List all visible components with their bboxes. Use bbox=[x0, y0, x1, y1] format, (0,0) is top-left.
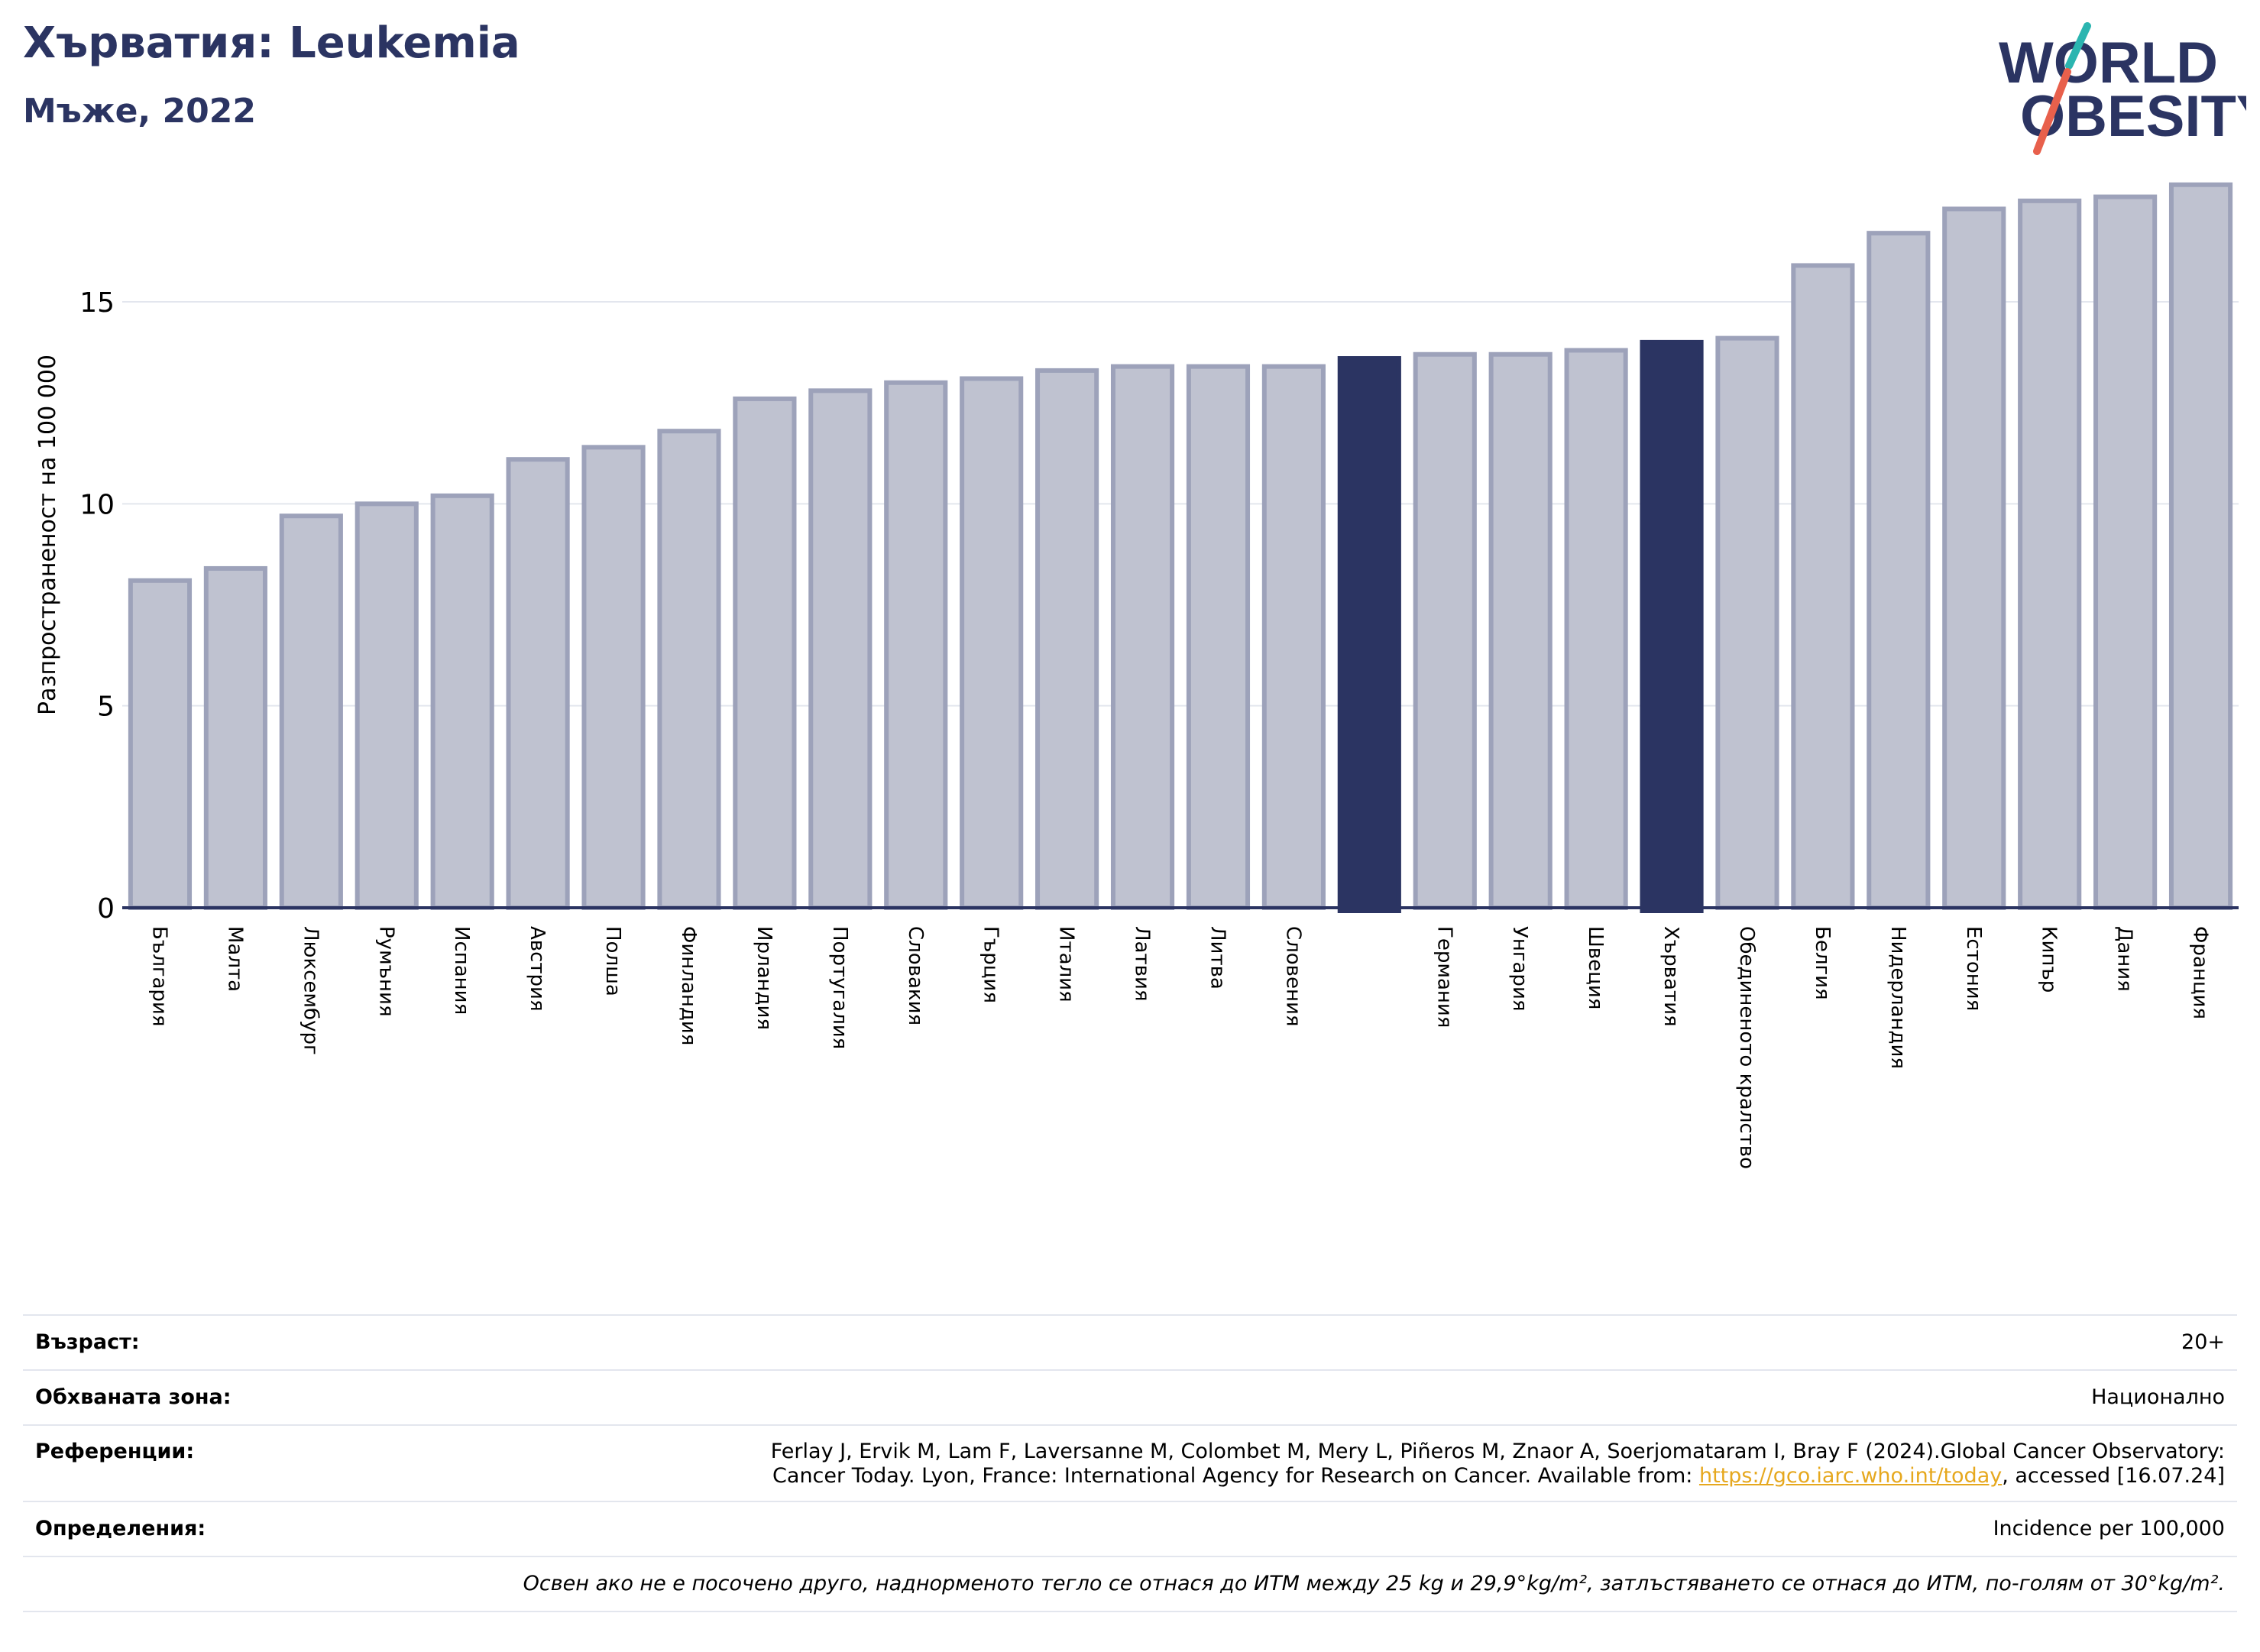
note-row: Освен ако не е посочено друго, наднормен… bbox=[23, 1556, 2237, 1612]
bar bbox=[1640, 339, 1704, 913]
info-table: Възраст: 20+ Обхваната зона: Национално … bbox=[23, 1314, 2237, 1612]
x-tick-label: Хърватия bbox=[1659, 926, 1682, 1027]
bar bbox=[960, 376, 1024, 910]
bar bbox=[2018, 198, 2082, 910]
y-tick-label: 15 bbox=[79, 287, 115, 319]
bars bbox=[128, 182, 2233, 913]
bar bbox=[1337, 356, 1401, 913]
x-tick-labels: България Малта Люксембург Румъния Испания Авс… bbox=[147, 926, 2211, 1169]
note-text: Освен ако не е посочено друго, наднормен… bbox=[523, 1572, 2225, 1595]
x-tick-label: Латвия bbox=[1131, 926, 1154, 1002]
bar bbox=[1186, 364, 1251, 910]
bar bbox=[1413, 351, 1477, 910]
bar bbox=[1564, 348, 1628, 911]
references-row: Референции: Ferlay J, Ervik M, Lam F, La… bbox=[23, 1424, 2237, 1501]
bar bbox=[506, 457, 570, 910]
definitions-row: Определения: Incidence per 100,000 bbox=[23, 1501, 2237, 1556]
bar bbox=[2093, 194, 2158, 910]
bar bbox=[1791, 263, 1855, 910]
x-tick-label: Обединеното кралство bbox=[1735, 926, 1758, 1169]
x-tick-label: Испания bbox=[450, 926, 473, 1015]
x-tick-label: Румъния bbox=[374, 926, 397, 1017]
area-label: Обхваната зона: bbox=[35, 1385, 232, 1409]
bar bbox=[1035, 368, 1099, 911]
age-value: 20+ bbox=[2181, 1330, 2225, 1354]
x-tick-label: Италия bbox=[1055, 926, 1078, 1003]
bar bbox=[1110, 364, 1175, 910]
logo-accent-coral bbox=[2033, 68, 2071, 155]
x-tick-label: Литва bbox=[1206, 926, 1229, 990]
bar bbox=[1715, 335, 1779, 910]
x-tick-label: Люксембург bbox=[299, 926, 322, 1055]
bar bbox=[884, 380, 948, 910]
x-tick-label: Нидерландия bbox=[1886, 926, 1909, 1069]
x-tick-label: Словения bbox=[1281, 926, 1304, 1027]
bar bbox=[430, 493, 494, 910]
x-tick-label: Германия bbox=[1433, 926, 1455, 1028]
references-line-2: Cancer Today. Lyon, France: Internationa… bbox=[23, 1464, 2225, 1488]
bar bbox=[657, 429, 721, 910]
references-accessed: , accessed [16.07.24] bbox=[2002, 1464, 2225, 1488]
x-tick-label: Унгария bbox=[1508, 926, 1531, 1011]
x-tick-label: Гърция bbox=[979, 926, 1002, 1003]
age-label: Възраст: bbox=[35, 1330, 140, 1354]
x-tick-label: Франция bbox=[2189, 926, 2212, 1019]
bar bbox=[733, 396, 797, 910]
x-tick-label: Белгия bbox=[1811, 926, 1834, 1000]
x-tick-label: Полша bbox=[601, 926, 624, 996]
x-tick-label: Малта bbox=[223, 926, 246, 992]
area-row: Обхваната зона: Национално bbox=[23, 1369, 2237, 1424]
bar bbox=[1261, 364, 1326, 910]
y-tick-label: 5 bbox=[97, 692, 115, 723]
x-tick-label: Ирландия bbox=[753, 926, 775, 1030]
references-text: Cancer Today. Lyon, France: Internationa… bbox=[772, 1464, 1699, 1488]
bar bbox=[203, 565, 267, 910]
bar bbox=[1942, 206, 2006, 910]
bar bbox=[581, 445, 646, 910]
x-tick-label: България bbox=[147, 926, 170, 1026]
bar bbox=[355, 501, 419, 910]
x-tick-label: Швеция bbox=[1584, 926, 1607, 1009]
x-tick-label: Естония bbox=[1962, 926, 1985, 1011]
references-label: Референции: bbox=[35, 1440, 195, 1463]
bar-chart: 0 5 10 15 България Малта Люксембург Румъния Исп… bbox=[34, 182, 2239, 1169]
logo-text-world: WORLD bbox=[1999, 31, 2218, 96]
x-tick-label: Дания bbox=[2113, 926, 2136, 992]
x-tick-label: Австрия bbox=[526, 926, 549, 1012]
references-line-1: Ferlay J, Ervik M, Lam F, Laversanne M, … bbox=[770, 1440, 2225, 1463]
definitions-label: Определения: bbox=[35, 1517, 206, 1540]
world-obesity-logo: WORLD OBESITY bbox=[1999, 22, 2246, 155]
y-axis-label: Разпространеност на 100 000 bbox=[34, 355, 61, 715]
chart-subtitle: Мъже, 2022 bbox=[23, 92, 256, 131]
x-tick-label: Финландия bbox=[677, 926, 700, 1045]
bar bbox=[808, 388, 873, 911]
bar bbox=[2168, 182, 2233, 910]
references-value: Ferlay J, Ervik M, Lam F, Laversanne M, … bbox=[23, 1426, 2237, 1488]
y-tick-labels: 0 5 10 15 bbox=[79, 287, 115, 925]
references-link[interactable]: https://gco.iarc.who.int/today bbox=[1698, 1464, 2003, 1488]
age-row: Възраст: 20+ bbox=[23, 1314, 2237, 1369]
y-tick-label: 0 bbox=[97, 893, 115, 925]
bar bbox=[128, 578, 193, 911]
bar bbox=[279, 513, 343, 910]
chart-title: Хърватия: Leukemia bbox=[23, 18, 520, 68]
x-tick-label: Словакия bbox=[904, 926, 927, 1025]
x-tick-label: Португалия bbox=[828, 926, 851, 1049]
y-tick-label: 10 bbox=[79, 489, 115, 520]
logo-accent-teal bbox=[2065, 22, 2091, 70]
definitions-value: Incidence per 100,000 bbox=[1993, 1517, 2225, 1540]
x-tick-label: Кипър bbox=[2038, 926, 2061, 993]
bar bbox=[1867, 231, 1931, 911]
area-value: Национално bbox=[2091, 1385, 2225, 1409]
bar bbox=[1488, 351, 1553, 910]
